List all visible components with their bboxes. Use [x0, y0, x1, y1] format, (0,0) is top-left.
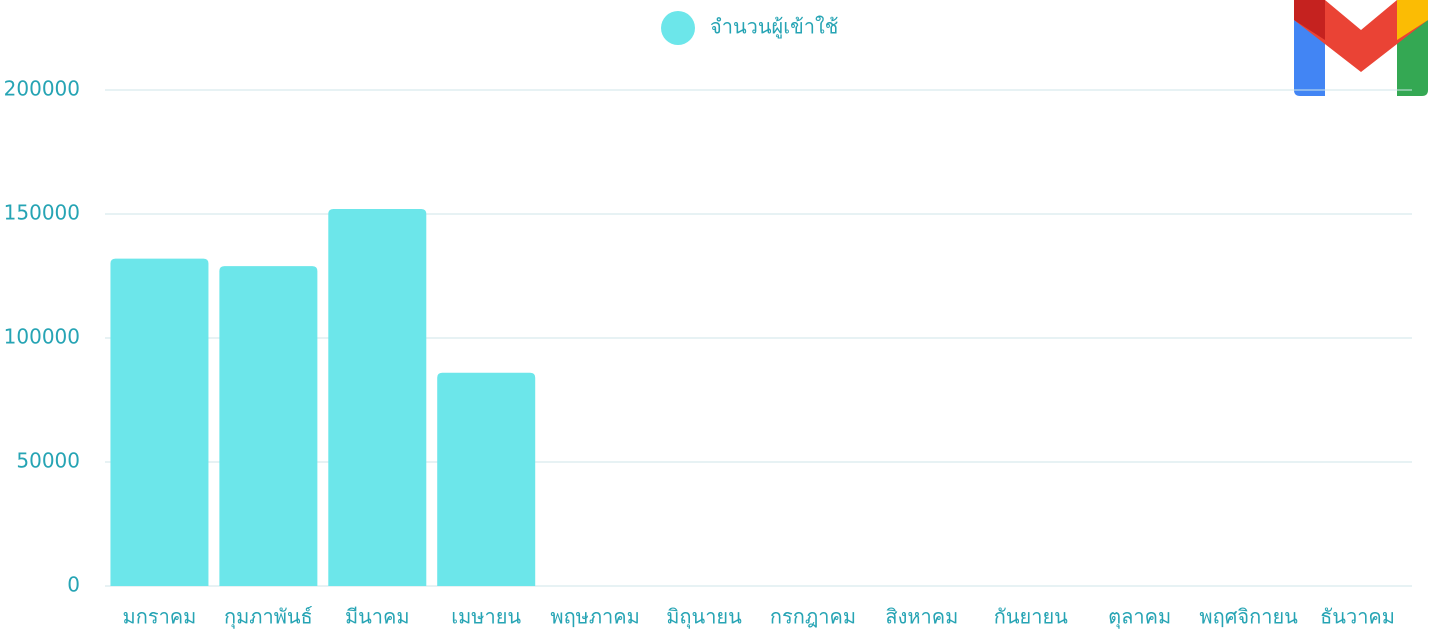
y-tick-label: 50000: [16, 449, 80, 473]
bar: [328, 209, 427, 587]
y-tick-label: 0: [67, 573, 80, 597]
legend-label: จำนวนผู้เข้าใช้: [710, 15, 838, 40]
x-tick-label: กันยายน: [994, 605, 1068, 629]
x-tick-label: มิถุนายน: [666, 605, 742, 630]
x-tick-label: พฤศจิกายน: [1199, 605, 1298, 629]
x-tick-label: กรกฎาคม: [770, 605, 856, 629]
y-tick-label: 100000: [4, 325, 80, 349]
x-tick-label: ตุลาคม: [1108, 605, 1171, 630]
x-tick-label: กุมภาพันธ์: [224, 605, 313, 630]
legend-marker: [661, 11, 695, 45]
gmail-logo: [1294, 0, 1428, 96]
y-tick-label: 150000: [4, 201, 80, 225]
x-tick-label: พฤษภาคม: [550, 605, 639, 629]
x-tick-label: ธันวาคม: [1320, 605, 1395, 629]
bar: [437, 372, 536, 586]
x-tick-label: สิงหาคม: [885, 605, 958, 629]
x-tick-label: มีนาคม: [345, 605, 410, 629]
bar: [110, 258, 209, 586]
x-tick-label: เมษายน: [451, 605, 521, 629]
y-tick-label: 200000: [4, 77, 80, 101]
x-tick-label: มกราคม: [123, 605, 197, 629]
bar: [219, 266, 318, 586]
